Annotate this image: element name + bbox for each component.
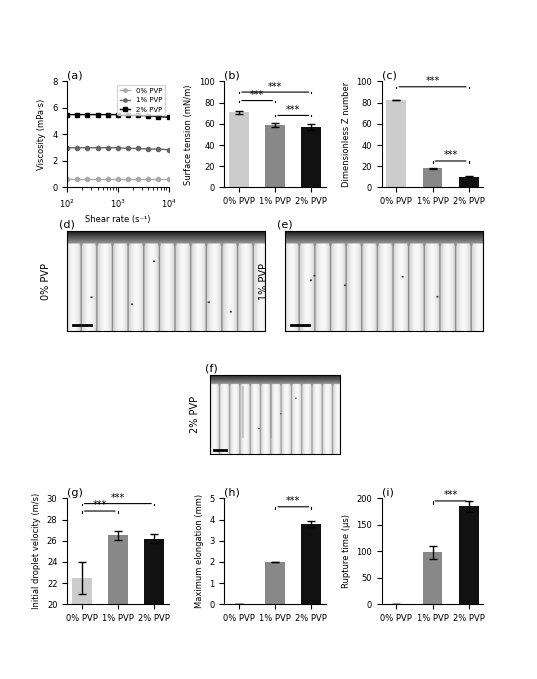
Y-axis label: Surface tension (mN/m): Surface tension (mN/m) bbox=[184, 84, 193, 185]
Text: (i): (i) bbox=[382, 488, 394, 498]
0% PVP bbox=[145, 175, 151, 183]
0% PVP bbox=[125, 175, 131, 183]
Text: (d): (d) bbox=[59, 219, 75, 230]
1% PVP bbox=[145, 145, 151, 153]
1% PVP bbox=[74, 144, 81, 152]
2% PVP bbox=[155, 113, 162, 121]
Y-axis label: Maximum elongation (mm): Maximum elongation (mm) bbox=[195, 494, 204, 608]
Bar bbox=[459, 507, 478, 604]
Y-axis label: Dimensionless Z number: Dimensionless Z number bbox=[342, 82, 351, 187]
1% PVP bbox=[125, 145, 131, 153]
Bar bbox=[144, 538, 164, 679]
Y-axis label: Rupture time (µs): Rupture time (µs) bbox=[342, 514, 351, 588]
1% PVP bbox=[115, 144, 121, 152]
0% PVP bbox=[165, 175, 172, 183]
Line: 2% PVP: 2% PVP bbox=[65, 113, 171, 120]
1% PVP bbox=[95, 144, 101, 152]
Text: ***: *** bbox=[93, 500, 107, 511]
Text: ***: *** bbox=[286, 105, 300, 115]
0% PVP bbox=[105, 175, 111, 183]
Text: (b): (b) bbox=[224, 71, 240, 81]
1% PVP bbox=[155, 145, 162, 153]
Text: (h): (h) bbox=[224, 488, 241, 498]
2% PVP bbox=[165, 113, 172, 122]
Text: (g): (g) bbox=[67, 488, 83, 498]
0% PVP bbox=[95, 175, 101, 183]
2% PVP bbox=[64, 111, 70, 119]
Text: (a): (a) bbox=[67, 71, 83, 81]
0% PVP bbox=[84, 175, 91, 183]
1% PVP bbox=[64, 144, 70, 152]
X-axis label: Shear rate (s⁻¹): Shear rate (s⁻¹) bbox=[85, 215, 150, 224]
Line: 0% PVP: 0% PVP bbox=[65, 177, 171, 181]
Bar bbox=[72, 578, 92, 679]
2% PVP bbox=[135, 111, 141, 120]
Text: ***: *** bbox=[444, 490, 458, 500]
Text: ***: *** bbox=[268, 81, 282, 92]
Y-axis label: Initial droplet velocity (m/s): Initial droplet velocity (m/s) bbox=[32, 493, 41, 610]
Text: 1% PVP: 1% PVP bbox=[259, 263, 269, 299]
Text: (c): (c) bbox=[382, 71, 397, 81]
1% PVP bbox=[135, 145, 141, 153]
Bar bbox=[265, 125, 285, 187]
Bar bbox=[423, 168, 442, 187]
Bar bbox=[423, 553, 442, 604]
Y-axis label: Viscosity (mPa·s): Viscosity (mPa·s) bbox=[38, 99, 47, 170]
0% PVP bbox=[155, 175, 162, 183]
Bar bbox=[301, 127, 321, 187]
Legend: 0% PVP, 1% PVP, 2% PVP: 0% PVP, 1% PVP, 2% PVP bbox=[117, 85, 165, 115]
Text: ***: *** bbox=[250, 90, 264, 100]
0% PVP bbox=[64, 175, 70, 183]
Bar bbox=[301, 524, 321, 604]
2% PVP bbox=[105, 111, 111, 119]
Text: ***: *** bbox=[444, 151, 458, 160]
Bar bbox=[459, 177, 478, 187]
Text: ***: *** bbox=[286, 496, 300, 506]
2% PVP bbox=[115, 111, 121, 119]
2% PVP bbox=[125, 111, 131, 120]
2% PVP bbox=[84, 111, 91, 119]
Text: ***: *** bbox=[111, 493, 125, 503]
Bar bbox=[387, 100, 407, 187]
Line: 1% PVP: 1% PVP bbox=[65, 146, 171, 152]
2% PVP bbox=[95, 111, 101, 119]
2% PVP bbox=[145, 112, 151, 120]
Text: 0% PVP: 0% PVP bbox=[41, 263, 51, 299]
0% PVP bbox=[115, 175, 121, 183]
1% PVP bbox=[84, 144, 91, 152]
Text: ***: *** bbox=[425, 76, 440, 86]
0% PVP bbox=[135, 175, 141, 183]
Text: 2% PVP: 2% PVP bbox=[190, 396, 200, 433]
1% PVP bbox=[105, 144, 111, 152]
Bar bbox=[108, 536, 128, 679]
0% PVP bbox=[74, 175, 81, 183]
Bar bbox=[229, 112, 249, 187]
2% PVP bbox=[74, 111, 81, 119]
Bar bbox=[265, 562, 285, 604]
Text: (f): (f) bbox=[205, 363, 217, 373]
1% PVP bbox=[165, 146, 172, 154]
Text: (e): (e) bbox=[277, 219, 293, 230]
